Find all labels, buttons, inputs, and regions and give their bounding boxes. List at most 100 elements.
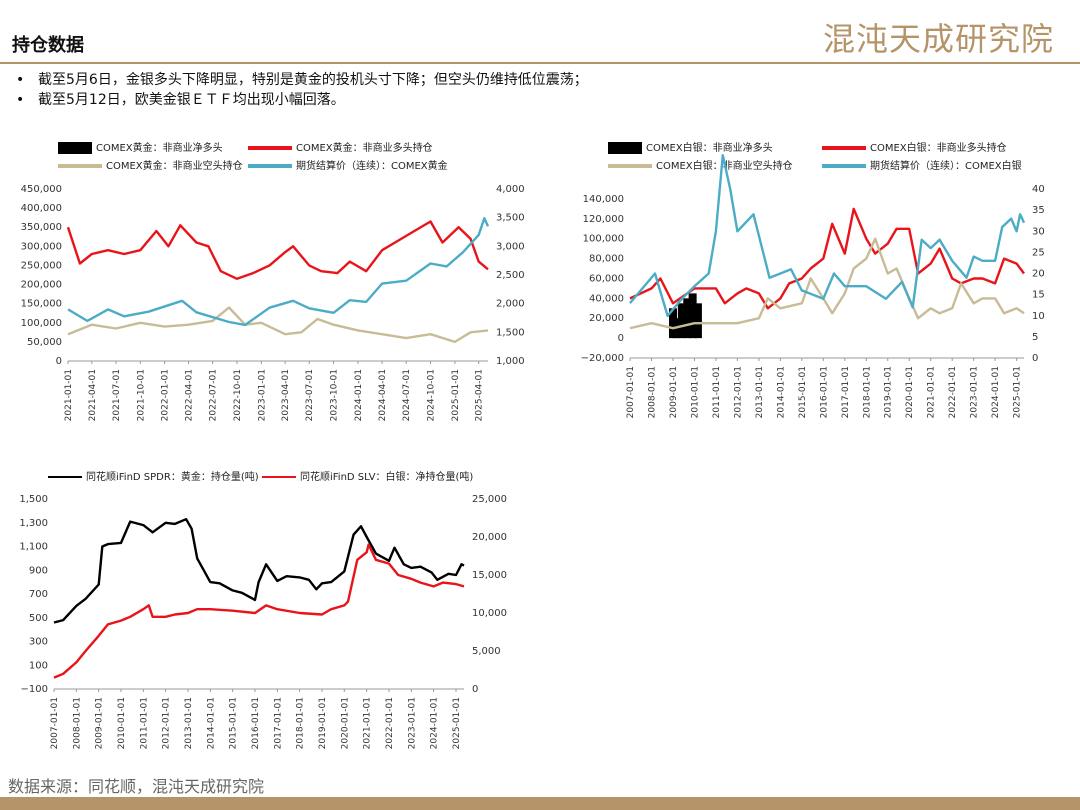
y-right-tick-label: 20,000 [472,532,507,543]
y-right-tick-label: 5,000 [472,646,501,657]
y-left-tick-label: 300,000 [21,241,62,252]
series-line [629,237,1025,330]
y-right-tick-label: 30 [1032,226,1045,237]
x-tick-label: 2019-01-01 [318,697,328,749]
legend-item: COMEX白银：非商业多头持仓 [822,139,1007,154]
x-tick-label: 2025-01-01 [1013,366,1023,418]
bullet-item: 截至5月6日，金银多头下降明显，特别是黄金的投机头寸下降；但空头仍维持低位震荡； [16,70,588,90]
x-tick-label: 2021-01-01 [363,697,373,749]
x-tick-label: 2013-01-01 [755,366,765,418]
chart-comex-silver: COMEX白银：非商业净多头 COMEX白银：非商业多头持仓 COMEX白银：非… [540,135,1080,445]
chart-plot: 0 50,000 100,000 150,000 200,000 250,000 300,0… [21,184,525,421]
chart-comex-gold: COMEX黄金：非商业净多头 COMEX黄金：非商业多头持仓 COMEX黄金：非… [0,135,540,445]
x-tick-label: 2025-04-01 [475,369,485,421]
y-left-tick-label: 200,000 [21,280,62,291]
x-tick-label: 2022-01-01 [161,369,171,421]
y-left-tick-label: 450,000 [21,184,62,195]
legend-swatch [48,476,82,478]
page-title: 持仓数据 [12,35,84,56]
legend-swatch [58,164,102,168]
y-right-tick-label: 1,500 [496,327,525,338]
y-left-tick-label: 100 [29,660,48,671]
chart-etf-holdings: 同花顺iFinD SPDR：黄金：持仓量(吨) 同花顺iFinD SLV：白银：… [0,462,540,772]
legend-item: COMEX黄金：非商业净多头 [58,139,223,154]
x-tick-label: 2024-01-01 [991,366,1001,418]
x-tick-label: 2024-10-01 [427,369,437,421]
x-tick-label: 2008-01-01 [72,697,82,749]
series-line [629,154,1026,317]
y-left-tick-label: 1,500 [19,494,48,505]
y-right-tick-label: 10,000 [472,608,507,619]
legend-swatch [262,476,296,478]
x-tick-label: 2013-01-01 [184,697,194,749]
legend-item: 同花顺iFinD SPDR：黄金：持仓量(吨) [48,468,259,483]
x-tick-label: 2011-01-01 [139,697,149,749]
y-right-tick-label: 20 [1032,269,1045,280]
x-tick-label: 2021-07-01 [112,369,122,421]
y-left-tick-label: 150,000 [21,299,62,310]
y-right-tick-label: 25,000 [472,494,507,505]
header-rule [0,62,1080,64]
legend-swatch [822,164,866,168]
chart-plot: −100 100 300 500 700 900 1,100 1,300 1,500 0 5,000… [19,494,507,749]
legend-item: 期货结算价（连续）：COMEX白银 [822,157,1022,172]
x-tick-label: 2010-01-01 [117,697,127,749]
x-tick-label: 2023-01-01 [407,697,417,749]
y-left-tick-label: 140,000 [583,194,624,205]
x-tick-label: 2024-01-01 [430,697,440,749]
x-tick-label: 2021-01-01 [64,369,74,421]
y-left-tick-label: 40,000 [589,293,624,304]
x-tick-label: 2010-01-01 [690,366,700,418]
x-tick-label: 2008-01-01 [647,366,657,418]
x-tick-label: 2016-01-01 [819,366,829,418]
series-line [629,207,1025,310]
x-tick-label: 2022-01-01 [948,366,958,418]
y-left-tick-label: 60,000 [589,273,624,284]
x-tick-label: 2024-01-01 [354,369,364,421]
footer-bar [0,797,1080,810]
y-left-tick-label: 500 [29,613,48,624]
y-right-tick-label: 3,000 [496,241,525,252]
y-left-tick-label: 50,000 [27,337,62,348]
series-line [53,543,465,679]
x-tick-label: 2022-04-01 [184,369,194,421]
y-right-tick-label: 35 [1032,205,1045,216]
y-left-tick-label: 1,300 [19,518,48,529]
y-right-tick-label: 25 [1032,247,1045,258]
y-right-tick-label: 0 [472,684,478,695]
series-line [53,518,465,624]
x-tick-label: 2021-01-01 [927,366,937,418]
legend-item: 期货结算价（连续）：COMEX黄金 [248,157,448,172]
y-right-tick-label: 15,000 [472,570,507,581]
data-source: 数据来源：同花顺，混沌天成研究院 [8,777,265,796]
legend-swatch [608,142,642,154]
x-tick-label: 2023-01-01 [970,366,980,418]
legend-swatch [822,146,866,150]
legend-label: COMEX黄金：非商业空头持仓 [106,161,243,172]
x-tick-label: 2024-04-01 [378,369,388,421]
x-tick-label: 2009-01-01 [95,697,105,749]
y-left-tick-label: 900 [29,565,48,576]
legend-item: COMEX黄金：非商业多头持仓 [248,139,433,154]
slide-header: 持仓数据 混沌天成研究院 [0,0,1080,62]
bullet-item: 截至5月12日，欧美金银ＥＴＦ均出现小幅回落。 [16,90,588,110]
legend-label: 同花顺iFinD SLV：白银：净持仓量(吨) [300,472,474,483]
legend-swatch [248,164,292,168]
x-tick-label: 2021-04-01 [88,369,98,421]
series-line [67,217,490,327]
x-tick-label: 2023-10-01 [330,369,340,421]
legend-item: COMEX黄金：非商业空头持仓 [58,157,243,172]
y-left-tick-label: 0 [618,333,624,344]
y-right-tick-label: 3,500 [496,213,525,224]
y-right-tick-label: 2,500 [496,270,525,281]
legend-label: 期货结算价（连续）：COMEX黄金 [296,161,448,172]
x-tick-label: 2024-07-01 [402,369,412,421]
legend-swatch [58,142,92,154]
legend-label: COMEX白银：非商业多头持仓 [870,143,1007,154]
x-tick-label: 2023-07-01 [305,369,315,421]
legend-swatch [248,146,292,150]
summary-bullets: 截至5月6日，金银多头下降明显，特别是黄金的投机头寸下降；但空头仍维持低位震荡；… [16,70,588,110]
x-tick-label: 2019-01-01 [884,366,894,418]
x-tick-label: 2012-01-01 [162,697,172,749]
x-tick-label: 2018-01-01 [862,366,872,418]
